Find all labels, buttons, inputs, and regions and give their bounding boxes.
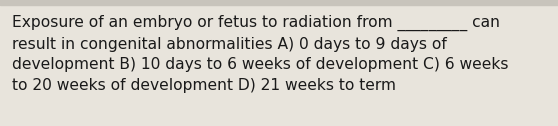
- Bar: [0, 0, 558, 5]
- Text: Exposure of an embryo or fetus to radiation from _________ can
result in congeni: Exposure of an embryo or fetus to radiat…: [12, 15, 509, 92]
